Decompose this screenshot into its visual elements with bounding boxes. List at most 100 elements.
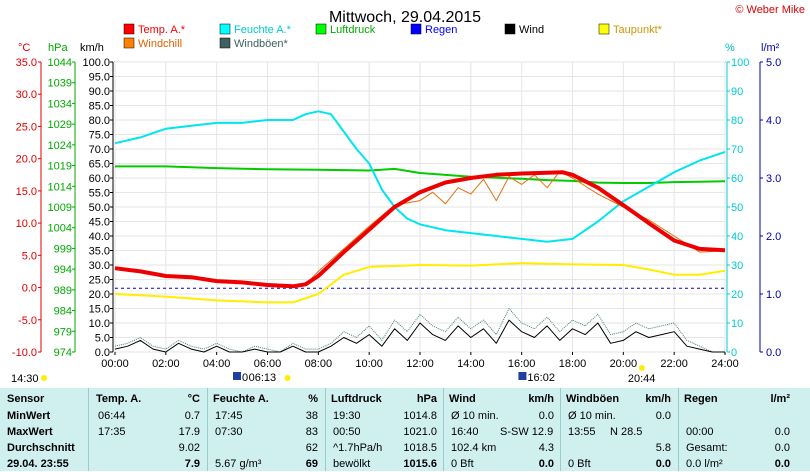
table-header-cell: Luftdruck <box>331 393 382 405</box>
table-cell: 13:55 <box>568 426 596 438</box>
x-tick-label: 12:00 <box>406 358 434 370</box>
table-cell: 1014.8 <box>403 410 437 422</box>
legend-swatch <box>504 23 516 35</box>
table-cell: 69 <box>305 458 318 470</box>
x-tick-label: 08:00 <box>305 358 333 370</box>
table-cell: 1021.0 <box>403 426 437 438</box>
rain-axis-header: l/m² <box>761 42 780 54</box>
table-row: MaxWert 17:35 17.9 07:30 83 00:50 1021.0 16:40 S… <box>0 424 810 440</box>
row-label: MaxWert <box>7 426 53 438</box>
table-cell: 0.0 <box>655 458 671 470</box>
pressure-axis-tick-label: 994 <box>54 264 72 276</box>
legend-label: Taupunkt* <box>613 24 663 36</box>
table-header-cell: Temp. A. <box>96 393 142 405</box>
table-cell: 102.4 km <box>451 442 497 454</box>
table-cell: 5.8 <box>655 442 671 454</box>
x-tick-label: 22:00 <box>660 358 688 370</box>
sunset-label: 20:44 <box>628 373 656 385</box>
rain-axis-tick-label: 5.0 <box>766 57 781 69</box>
table-cell: Ø 10 min. <box>568 410 616 422</box>
humidity-axis-header: % <box>725 42 735 54</box>
stats-table: Sensor Temp. A. °C Feuchte A.% Luftdruck hPa W… <box>0 388 810 471</box>
table-header-cell: km/h <box>528 393 554 405</box>
max-pressure-label: 16:02 <box>527 372 555 384</box>
wind-axis-header: km/h <box>80 42 104 54</box>
wind-axis-tick-label: 0.0 <box>95 347 110 359</box>
row-label: 29.04. 23:55 <box>7 458 69 470</box>
table-cell: 0.0 <box>774 442 790 454</box>
humidity-axis-tick-label: 20 <box>731 289 743 301</box>
table-cell: S-SW 12.9 <box>500 426 554 438</box>
x-tick-label: 14:00 <box>457 358 485 370</box>
temp-axis-tick-label: -10.0 <box>12 347 37 359</box>
table-cell: 0.7 <box>184 410 200 422</box>
x-tick-label: 00:00 <box>101 358 129 370</box>
table-cell: 0.0 l/m² <box>686 458 723 470</box>
table-cell: 0.0 <box>538 410 554 422</box>
x-tick-label: 02:00 <box>152 358 180 370</box>
wind-axis-tick-label: 80.0 <box>89 115 110 127</box>
grid <box>114 61 726 353</box>
table-cell: 17:45 <box>215 410 243 422</box>
pressure-axis-tick-label: 1009 <box>48 202 72 214</box>
table-cell: 06:44 <box>98 410 126 422</box>
wind-axis-tick-label: 50.0 <box>89 202 110 214</box>
markers: 14:30 0 06:13 16:02 20:44 <box>11 365 655 385</box>
table-row: MinWert 06:44 0.7 17:45 38 19:30 1014.8 Ø 10 mi… <box>0 408 810 424</box>
temp-axis-tick-label: 5.0 <box>22 250 37 262</box>
row-label: Durchschnitt <box>7 442 75 454</box>
humidity-axis-tick-label: 40 <box>731 231 743 243</box>
table-cell: 00:50 <box>333 426 361 438</box>
pressure-axis-tick-label: 1039 <box>48 78 72 90</box>
series-layer <box>114 110 726 353</box>
humidity-axis-tick-label: 80 <box>731 115 743 127</box>
pressure-axis-tick-label: 1024 <box>48 140 72 152</box>
table-cell: 17.9 <box>178 426 200 438</box>
wind-axis-tick-label: 45.0 <box>89 217 110 229</box>
sunset-icon <box>638 365 645 371</box>
rain-axis-tick-label: 4.0 <box>766 115 781 127</box>
pressure-axis-tick-label: 984 <box>54 306 72 318</box>
table-row: Durchschnitt 9.02 62 ^1.7hPa/h 1018.5 102.4 k… <box>0 440 810 456</box>
table-cell: 07:30 <box>215 426 243 438</box>
pressure-axis-header: hPa <box>48 42 68 54</box>
table-header-cell: °C <box>187 393 200 405</box>
legend: Temp. A.* Feuchte A.* Luftdruck Regen Wind Ta… <box>123 23 663 50</box>
temp-axis-header: °C <box>18 42 30 54</box>
rain-axis-tick-label: 1.0 <box>766 289 781 301</box>
table-header-cell: Feuchte A. <box>213 393 269 405</box>
pressure-axis-tick-label: 1004 <box>48 223 72 235</box>
series-temp-a <box>114 170 726 289</box>
x-tick-label: 18:00 <box>559 358 587 370</box>
x-tick-label: 24:00 <box>711 358 739 370</box>
table-header-cell: % <box>308 393 318 405</box>
legend-swatch <box>219 37 231 49</box>
min-pressure-marker-icon <box>233 372 241 380</box>
legend-label: Feuchte A.* <box>234 24 292 36</box>
wind-axis-tick-label: 35.0 <box>89 246 110 258</box>
wind-axis-tick-label: 75.0 <box>89 130 110 142</box>
table-cell: 0.0 <box>655 410 671 422</box>
pressure-axis-tick-label: 979 <box>54 326 72 338</box>
temp-axis-tick-label: 20.0 <box>16 154 37 166</box>
legend-swatch <box>123 37 135 49</box>
table-cell: 1018.5 <box>403 442 437 454</box>
wind-axis-tick-label: 30.0 <box>89 260 110 272</box>
table-cell: 16:40 <box>451 426 479 438</box>
sunrise-label: 06:13 <box>249 372 277 384</box>
wind-axis-tick-label: 25.0 <box>89 275 110 287</box>
humidity-axis-tick-label: 30 <box>731 260 743 272</box>
rain-axis-tick-label: 0.0 <box>766 347 781 359</box>
table-row: 29.04. 23:55 7.9 5.67 g/m³ 69 bewölkt 1015.6 0… <box>0 456 810 472</box>
table-header-cell: l/m² <box>770 393 790 405</box>
sunrise-prefix: 0 <box>242 372 248 384</box>
legend-label: Luftdruck <box>330 24 376 36</box>
wind-axis-tick-label: 60.0 <box>89 173 110 185</box>
series-wind <box>114 319 725 353</box>
wind-axis-tick-label: 65.0 <box>89 159 110 171</box>
wind-axis-tick-label: 20.0 <box>89 289 110 301</box>
x-tick-label: 04:00 <box>203 358 231 370</box>
table-cell: 5.67 g/m³ <box>215 458 262 470</box>
table-cell: N 28.5 <box>610 426 643 438</box>
x-tick-label: 16:00 <box>508 358 536 370</box>
